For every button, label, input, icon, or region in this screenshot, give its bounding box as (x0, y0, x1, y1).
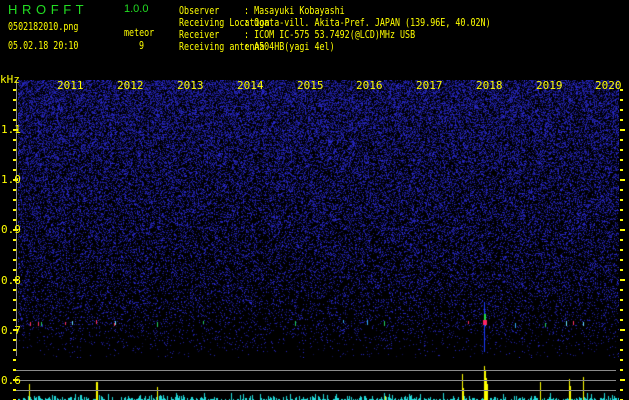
y-tick (620, 139, 623, 141)
y-tick (620, 219, 623, 221)
x-label: 2011 (57, 79, 84, 92)
app-version: 1.0.0 (124, 3, 149, 15)
y-tick (620, 279, 625, 281)
y-tick (620, 259, 623, 261)
antenna-value: : A504HB(yagi 4el) (244, 40, 335, 53)
y-tick (620, 129, 625, 131)
y-tick (620, 229, 625, 231)
y-tick (13, 309, 16, 311)
y-tick (620, 339, 623, 341)
y-label: 0.6 (1, 374, 21, 387)
y-tick (620, 89, 623, 91)
y-tick (13, 389, 16, 391)
y-tick (620, 109, 623, 111)
y-tick (13, 299, 16, 301)
x-label: 2019 (536, 79, 563, 92)
y-tick (13, 89, 16, 91)
x-label: 2012 (117, 79, 144, 92)
x-label: 2013 (177, 79, 204, 92)
y-tick (620, 239, 623, 241)
y-tick (620, 209, 623, 211)
meteor-label: meteor (124, 26, 155, 39)
y-tick (13, 149, 16, 151)
y-tick (620, 189, 623, 191)
app-logo: H R O F F T (8, 2, 85, 17)
observer-label: Observer (179, 4, 220, 17)
y-tick (620, 179, 625, 181)
y-tick (620, 369, 623, 371)
y-tick (620, 249, 623, 251)
receiver-value: : ICOM IC-575 53.7492(@LCD)MHz USB (244, 28, 416, 41)
x-label: 2015 (297, 79, 324, 92)
y-tick (620, 159, 623, 161)
y-tick (13, 99, 16, 101)
y-tick (13, 119, 16, 121)
y-tick (620, 169, 623, 171)
y-tick (620, 99, 623, 101)
meteor-count: 9 (139, 39, 145, 52)
y-tick (620, 319, 623, 321)
observer-value: : Masayuki Kobayashi (244, 4, 345, 17)
y-label: 0.7 (1, 324, 21, 337)
y-tick (620, 299, 623, 301)
y-tick (13, 219, 16, 221)
unit-label: kHz (0, 73, 20, 86)
location-value: : Ogata-vill. Akita-Pref. JAPAN (139.96E… (244, 16, 491, 29)
antenna-label: Receiving antenna (179, 40, 265, 53)
y-tick (620, 149, 623, 151)
histogram-gridline (16, 390, 616, 391)
y-tick (620, 329, 625, 331)
y-tick (13, 289, 16, 291)
x-label: 2017 (416, 79, 443, 92)
y-tick (13, 139, 16, 141)
file-name: 0502182010.png (8, 20, 79, 33)
y-tick (13, 169, 16, 171)
y-tick (620, 349, 623, 351)
y-label: 1.1 (1, 123, 21, 136)
y-axis-line (16, 80, 17, 356)
x-label: 2016 (356, 79, 383, 92)
y-tick (620, 269, 623, 271)
y-tick (13, 179, 18, 181)
y-tick (13, 369, 16, 371)
y-tick (620, 389, 623, 391)
y-tick (13, 239, 16, 241)
y-tick (13, 199, 16, 201)
spectrogram (18, 80, 619, 358)
y-tick (620, 359, 623, 361)
y-tick (13, 249, 16, 251)
y-tick (13, 329, 18, 331)
y-tick (620, 289, 623, 291)
receiver-label: Receiver (179, 28, 220, 41)
y-tick (13, 259, 16, 261)
y-tick (13, 129, 18, 131)
y-label: 1.0 (1, 173, 21, 186)
x-label: 2014 (237, 79, 264, 92)
y-label: 0.8 (1, 274, 21, 287)
y-tick (620, 119, 623, 121)
y-tick (13, 209, 16, 211)
y-tick (620, 379, 625, 381)
y-tick (13, 159, 16, 161)
y-tick (13, 269, 16, 271)
location-label: Receiving Location (179, 16, 270, 29)
y-tick (13, 359, 16, 361)
y-tick (13, 109, 16, 111)
x-label: 2018 (476, 79, 503, 92)
y-tick (13, 349, 16, 351)
y-tick (620, 199, 623, 201)
y-tick (13, 189, 16, 191)
histogram-gridline (16, 380, 616, 381)
y-tick (13, 279, 18, 281)
y-tick (620, 309, 623, 311)
x-label: 2020 (595, 79, 622, 92)
datetime: 05.02.18 20:10 (8, 39, 79, 52)
y-label: 0.9 (1, 223, 21, 236)
y-tick (13, 229, 18, 231)
y-tick (13, 319, 16, 321)
y-tick (13, 379, 18, 381)
y-tick (13, 339, 16, 341)
histogram-gridline (16, 370, 616, 371)
